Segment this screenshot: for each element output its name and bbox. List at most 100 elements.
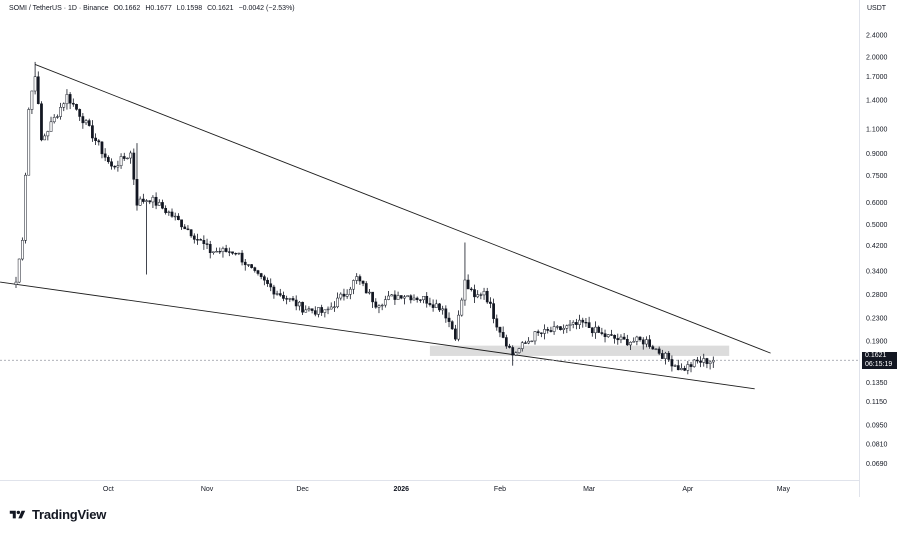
candle	[43, 133, 47, 141]
candle	[240, 250, 244, 266]
currency-label[interactable]: USDT	[867, 5, 887, 12]
y-tick-label: 0.2800	[866, 292, 888, 299]
ohlc-high: H0.1677	[145, 5, 172, 12]
candle	[94, 133, 97, 146]
candle	[189, 229, 193, 238]
candle	[173, 212, 177, 221]
candle	[492, 298, 495, 324]
candle	[215, 247, 218, 253]
chart-panel[interactable]: SOMI / TetherUS · 1D · Binance O0.1662 H…	[0, 0, 907, 497]
candle	[393, 290, 397, 305]
candle	[702, 353, 706, 367]
candle	[285, 295, 289, 305]
candle	[552, 321, 556, 335]
candle	[619, 334, 623, 344]
candle	[145, 199, 148, 275]
candle	[196, 233, 199, 245]
candle	[348, 286, 352, 300]
candle	[227, 247, 231, 257]
candle	[266, 277, 269, 287]
trendline-upper[interactable]	[34, 64, 771, 354]
candle	[441, 305, 445, 315]
candle	[501, 326, 505, 339]
candle	[129, 150, 132, 164]
candle	[333, 301, 336, 312]
y-tick-label: 1.7000	[866, 74, 888, 81]
candle	[438, 303, 441, 312]
candle	[157, 199, 161, 206]
candle	[205, 238, 209, 249]
symbol-name[interactable]: SOMI / TetherUS · 1D · Binance	[9, 5, 109, 12]
y-tick-label: 0.0950	[866, 422, 888, 429]
candle	[415, 296, 419, 303]
candle	[310, 308, 314, 314]
candle	[106, 155, 110, 164]
candle	[234, 252, 238, 256]
candle	[40, 101, 43, 142]
candle	[78, 108, 82, 121]
candle	[431, 299, 435, 312]
candle	[625, 334, 629, 346]
candle	[301, 301, 304, 315]
candle	[49, 116, 53, 132]
candle	[606, 333, 610, 339]
candle	[463, 242, 467, 306]
candle	[250, 264, 253, 269]
candle	[68, 92, 72, 110]
candle	[116, 160, 120, 172]
candle	[288, 297, 292, 302]
candle	[110, 158, 113, 170]
candle	[167, 210, 171, 216]
candle	[616, 333, 620, 345]
tradingview-logo-icon[interactable]	[8, 509, 27, 521]
candle	[377, 304, 381, 314]
candle	[231, 251, 234, 255]
ohlc-low: L0.1598	[176, 5, 203, 12]
candle	[403, 295, 406, 305]
candle	[676, 359, 680, 371]
candle	[622, 333, 626, 340]
price-chart[interactable]: 2.4000 2.0000 1.7000 1.4000 1.1000 0.9000 0.75…	[0, 0, 907, 497]
candle	[539, 332, 543, 338]
candle	[192, 233, 196, 244]
candle	[30, 90, 34, 115]
candle	[161, 199, 164, 210]
candle	[65, 89, 69, 110]
candle	[212, 251, 215, 255]
trendline-lower[interactable]	[0, 281, 755, 390]
candle	[689, 361, 693, 373]
support-zone[interactable]	[429, 345, 730, 356]
x-tick-label: 2026	[393, 486, 409, 493]
candle	[450, 320, 454, 330]
price-axis-border	[859, 0, 860, 497]
candle	[581, 317, 585, 328]
last-price-value: 0.1621	[865, 352, 887, 359]
tradingview-wordmark[interactable]: TradingView	[32, 507, 107, 522]
candle	[603, 329, 607, 343]
candle	[419, 299, 422, 303]
candle	[683, 365, 687, 372]
candle	[339, 292, 343, 301]
candle	[342, 288, 346, 301]
candle	[237, 252, 241, 256]
candle	[645, 336, 648, 348]
candle	[495, 314, 499, 331]
candle	[476, 290, 480, 299]
y-tick-label: 0.0690	[866, 461, 888, 468]
candle	[113, 165, 117, 170]
y-tick-label: 0.7500	[866, 173, 888, 180]
candle	[326, 306, 330, 315]
candle	[180, 219, 183, 230]
x-tick-label: Dec	[296, 486, 309, 493]
y-tick-label: 0.0810	[866, 442, 888, 449]
y-tick-label: 0.6000	[866, 200, 888, 207]
candle	[91, 120, 94, 142]
y-tick-label: 0.1150	[866, 399, 887, 406]
candle	[600, 327, 604, 336]
candle	[345, 289, 349, 299]
candle	[565, 324, 569, 334]
candle	[504, 334, 508, 349]
candle	[352, 279, 355, 295]
candle	[667, 351, 671, 362]
candle	[177, 213, 180, 221]
